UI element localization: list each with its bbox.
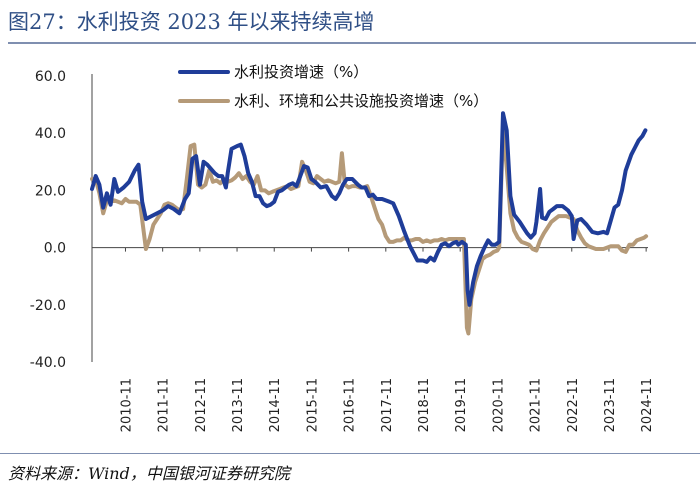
y-tick-label: 20.0 — [35, 183, 66, 199]
y-tick-label: 0.0 — [44, 241, 66, 257]
y-axis-ticks: 60.0 40.0 20.0 0.0 -20.0 -40.0 — [30, 69, 66, 371]
x-tick-label: 2015-11 — [305, 378, 320, 432]
source-note: 资料来源：Wind，中国银河证券研究院 — [8, 464, 290, 483]
legend-label-series-2: 水利、环境和公共设施投资增速（%） — [234, 92, 488, 110]
x-tick-label: 2013-11 — [231, 378, 246, 432]
title-divider — [8, 42, 696, 44]
legend: 水利投资增速（%） 水利、环境和公共设施投资增速（%） — [178, 63, 488, 110]
x-tick-label: 2023-11 — [603, 378, 618, 432]
x-tick-label: 2012-11 — [194, 378, 209, 432]
x-tick-label: 2022-11 — [566, 378, 581, 432]
x-tick-label: 2018-11 — [417, 378, 432, 432]
x-tick-label: 2017-11 — [380, 378, 395, 432]
y-tick-label: -40.0 — [30, 355, 66, 371]
series-line-water-investment — [90, 111, 648, 307]
x-tick-label: 2020-11 — [491, 378, 506, 432]
chart-title: 图27：水利投资 2023 年以来持续高增 — [8, 10, 375, 34]
x-tick-label: 2014-11 — [268, 378, 283, 432]
x-axis-ticks: 2010-11 2011-11 2012-11 2013-11 2014-11 2015-… — [119, 247, 655, 432]
x-tick-label: 2011-11 — [157, 378, 172, 432]
y-tick-label: 60.0 — [35, 69, 66, 85]
x-tick-label: 2019-11 — [454, 378, 469, 432]
x-tick-label: 2010-11 — [119, 378, 134, 432]
x-tick-label: 2024-11 — [640, 378, 655, 432]
series-layer — [90, 111, 649, 336]
footer-divider — [0, 453, 700, 454]
y-tick-label: 40.0 — [35, 126, 66, 142]
legend-label-series-1: 水利投资增速（%） — [234, 63, 368, 81]
x-tick-label: 2021-11 — [529, 378, 544, 432]
y-tick-label: -20.0 — [30, 298, 66, 314]
x-tick-label: 2016-11 — [343, 378, 358, 432]
series-line-water-env-public-investment — [90, 125, 649, 336]
